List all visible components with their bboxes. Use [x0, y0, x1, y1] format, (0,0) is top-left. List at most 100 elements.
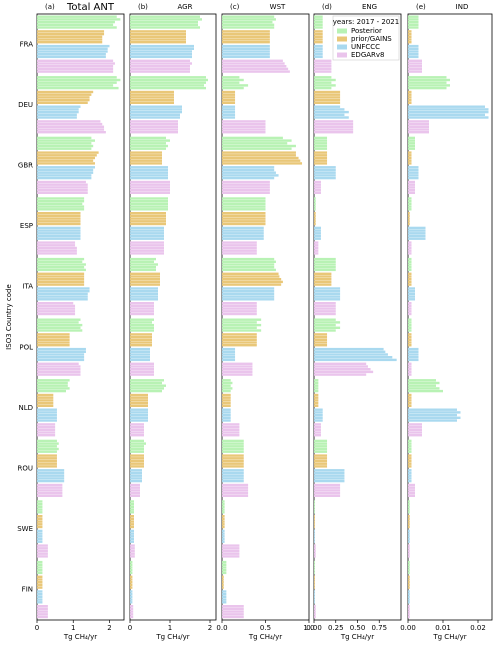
bar [37, 283, 85, 286]
bar [314, 90, 341, 94]
bar [37, 98, 90, 102]
bar [130, 465, 144, 468]
bar [314, 503, 315, 506]
bar [37, 571, 43, 575]
bar [222, 168, 275, 172]
bar [408, 156, 412, 160]
bar [37, 171, 94, 174]
bar [37, 70, 114, 73]
bar [37, 144, 94, 148]
bar [37, 174, 92, 177]
bar [408, 275, 412, 278]
bar [314, 525, 315, 529]
bar [408, 462, 412, 465]
bar [408, 266, 412, 269]
bar [222, 93, 236, 96]
bar [37, 47, 108, 50]
bar [314, 142, 328, 145]
bar [408, 593, 410, 596]
bar [130, 318, 154, 321]
bar [314, 278, 332, 281]
bar [314, 174, 336, 177]
bar [130, 55, 192, 59]
bar [314, 434, 321, 437]
bar [222, 353, 236, 356]
panel-label: (d) [322, 3, 332, 11]
bar [37, 244, 76, 247]
bar [408, 486, 415, 489]
bar [130, 483, 140, 487]
bar [37, 234, 81, 238]
bar [222, 396, 231, 399]
bar [222, 439, 244, 443]
bar [222, 610, 244, 613]
bar [222, 408, 231, 411]
bar [37, 387, 70, 390]
bar [37, 384, 68, 387]
bar [408, 411, 461, 414]
bar [222, 47, 270, 50]
bar [314, 523, 315, 526]
bar [408, 586, 410, 589]
bar [37, 154, 97, 157]
bar [408, 304, 412, 308]
bar [222, 41, 270, 44]
bar [130, 404, 148, 407]
bar [314, 67, 332, 71]
bar [130, 84, 204, 87]
bar [222, 431, 240, 434]
bar [37, 450, 57, 453]
bar [222, 450, 244, 453]
bar [314, 459, 328, 463]
bar [408, 234, 426, 238]
bar [408, 503, 410, 506]
bar [130, 249, 164, 252]
bar [37, 113, 77, 116]
bar [408, 491, 415, 495]
bar [37, 581, 43, 584]
bar [37, 122, 103, 126]
bar [314, 38, 323, 41]
bar [408, 200, 412, 203]
bar [408, 263, 412, 266]
bar [222, 549, 240, 553]
bar [314, 381, 319, 385]
bar [222, 520, 225, 523]
bar [37, 260, 83, 263]
x-tick-label: 1 [168, 624, 172, 632]
bar [130, 176, 168, 180]
bar [222, 373, 253, 376]
bar [314, 578, 315, 581]
bar [222, 98, 236, 102]
bar [408, 252, 412, 255]
bar [37, 90, 94, 94]
x-tick-label: 0.0 [216, 624, 227, 632]
bar [130, 431, 144, 434]
bar [130, 252, 164, 255]
bar [314, 252, 319, 255]
bar [222, 329, 262, 332]
bar [314, 368, 371, 371]
bar [130, 263, 158, 266]
bar [37, 613, 48, 616]
bar [222, 508, 225, 511]
bar [37, 552, 48, 555]
bar [37, 540, 43, 543]
bar [314, 387, 319, 390]
bar [37, 419, 57, 422]
bar [130, 353, 150, 356]
bar [314, 188, 321, 192]
bar [130, 18, 202, 21]
bar [314, 442, 328, 445]
bar [222, 23, 275, 26]
bar [314, 65, 332, 68]
bar [37, 537, 43, 541]
bar [37, 246, 77, 250]
bar [37, 549, 48, 553]
bar [130, 131, 178, 134]
bar [408, 544, 410, 547]
bar [222, 110, 236, 114]
bar [408, 590, 410, 593]
bar [408, 35, 412, 38]
